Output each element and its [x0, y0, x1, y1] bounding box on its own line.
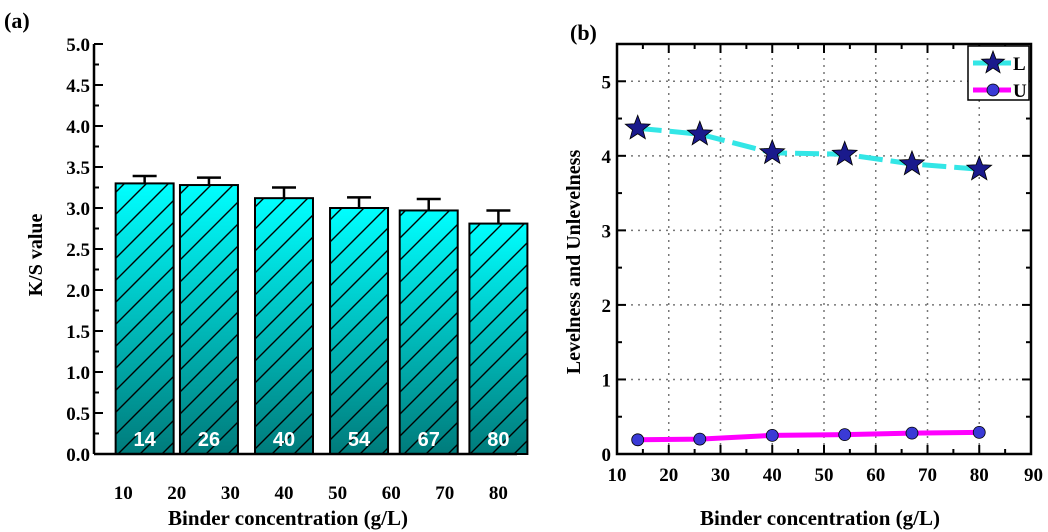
data-point-L [898, 149, 926, 176]
bar-value-label: 80 [487, 429, 509, 451]
bar-hatch [329, 207, 390, 455]
panel-b-x-ticks: 10 20 30 40 50 60 70 80 90 [608, 44, 1043, 486]
bar-value-label: 26 [198, 429, 220, 451]
y-tick-label: 1.0 [66, 363, 90, 384]
panel-b-series-lines [637, 125, 980, 443]
legend-marker-L [980, 49, 1006, 74]
x-tick-label: 10 [114, 483, 133, 504]
y-tick-label: 1.5 [66, 322, 90, 343]
panel-a-bars [114, 182, 529, 455]
panel-a-ylabel: K/S value [25, 213, 47, 296]
data-point-U [905, 426, 919, 440]
panel-b-xlabel: Binder concentration (g/L) [700, 506, 940, 530]
panel-b-legend: LU [967, 45, 1030, 102]
bar-value-label: 54 [348, 429, 371, 451]
panel-b-frame [615, 42, 1033, 456]
x-tick-label: 40 [275, 483, 294, 504]
y-tick-label: 2 [602, 296, 612, 317]
x-tick-label: 90 [1024, 465, 1043, 486]
data-point-U [972, 425, 986, 439]
x-tick-label: 50 [328, 483, 347, 504]
y-tick-label: 4.0 [66, 117, 90, 138]
bar-value-label: 67 [418, 429, 440, 451]
x-tick-label: 20 [659, 465, 678, 486]
x-tick-label: 50 [815, 465, 834, 486]
series-line-U [637, 429, 980, 443]
y-tick-label: 3 [602, 221, 612, 242]
y-tick-label: 2.0 [66, 281, 90, 302]
x-tick-label: 40 [763, 465, 782, 486]
panel-a-y-ticks: 0.0 0.5 1.0 1.5 2.0 2.5 3.0 3.5 4.0 4.5 5.0 [66, 35, 103, 466]
data-point-L [758, 138, 786, 165]
data-point-U [765, 428, 779, 442]
legend-label-U: U [1013, 81, 1027, 102]
y-tick-label: 5.0 [66, 35, 90, 56]
panel-a-bar-labels: 14 26 40 54 67 80 [134, 429, 510, 451]
data-point-L [624, 114, 652, 140]
y-tick-label: 0.5 [66, 404, 90, 425]
x-tick-label: 80 [970, 465, 989, 486]
data-point-L [686, 120, 714, 146]
x-tick-label: 60 [866, 465, 885, 486]
x-tick-label: 80 [489, 483, 508, 504]
y-tick-label: 4.5 [66, 76, 90, 97]
panel-a-x-ticks: 10 20 30 40 50 60 70 80 [114, 483, 508, 504]
data-point-U [693, 432, 707, 446]
x-tick-label: 70 [435, 483, 454, 504]
x-tick-label: 60 [382, 483, 401, 504]
data-point-L [965, 155, 993, 181]
panel-a-error-bars [132, 174, 511, 224]
bar-hatch [468, 222, 529, 455]
panel-a-label: (a) [4, 8, 30, 33]
x-tick-label: 10 [608, 465, 627, 486]
bar-hatch [254, 197, 314, 455]
y-tick-label: 5 [602, 72, 612, 93]
panel-b-grid [617, 44, 1031, 454]
bar-hatch [178, 184, 239, 455]
bar-hatch [114, 182, 175, 455]
y-tick-label: 2.5 [66, 240, 90, 261]
x-tick-label: 30 [221, 483, 240, 504]
panel-a: (a) K/S value Binder concentration (g/L)… [4, 8, 529, 530]
panel-b-series-markers [624, 114, 993, 447]
panel-b-label: (b) [570, 20, 597, 45]
y-tick-label: 3.0 [66, 199, 90, 220]
bar-value-label: 40 [273, 429, 295, 451]
legend-label-L: L [1013, 54, 1026, 75]
data-point-U [631, 433, 645, 447]
bar-hatch [398, 209, 459, 455]
y-tick-label: 0.0 [66, 445, 90, 466]
x-tick-label: 30 [711, 465, 730, 486]
y-tick-label: 1 [602, 370, 612, 391]
legend-marker-U [986, 83, 1000, 97]
panel-a-xlabel: Binder concentration (g/L) [168, 506, 408, 530]
panel-b-ylabel: Levelness and Unlevelness [563, 150, 585, 375]
x-tick-label: 70 [918, 465, 937, 486]
data-point-L [831, 140, 859, 166]
data-point-U [838, 428, 852, 442]
series-line-L [637, 125, 980, 172]
y-tick-label: 0 [602, 445, 612, 466]
x-tick-label: 20 [167, 483, 186, 504]
y-tick-label: 4 [602, 147, 612, 168]
panel-b-y-ticks: 0 1 2 3 4 5 [602, 72, 1031, 466]
y-tick-label: 3.5 [66, 158, 90, 179]
bar-value-label: 14 [134, 429, 157, 451]
panel-b: (b) Levelness and Unlevelness Binder con… [563, 20, 1043, 530]
